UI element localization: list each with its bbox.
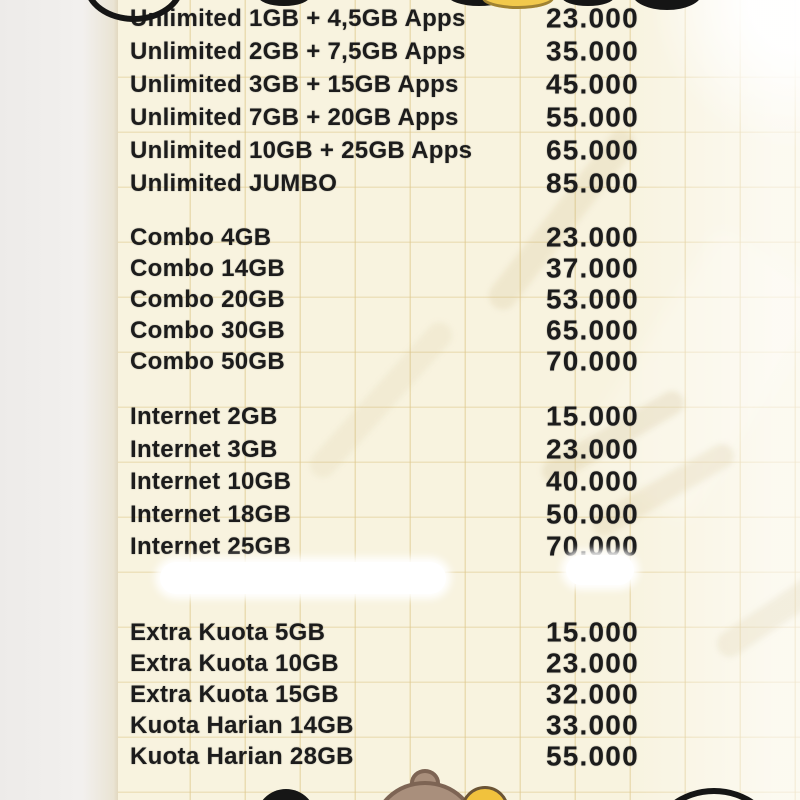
photo-left-margin (0, 0, 118, 800)
erased-row-left-blob (160, 562, 446, 594)
plan-price: 45.000 (546, 67, 639, 99)
plan-label: Kuota Harian 14GB (130, 712, 354, 739)
plan-row: Internet 3GB 23.000 (0, 433, 800, 467)
plan-price: 15.000 (546, 400, 639, 432)
plan-row: Extra Kuota 15GB 32.000 (0, 678, 800, 711)
plan-label: Internet 18GB (130, 500, 292, 528)
plan-row: Combo 4GB 23.000 (0, 220, 800, 253)
plan-label: Unlimited 2GB + 7,5GB Apps (130, 37, 466, 65)
plan-row: Kuota Harian 14GB 33.000 (0, 709, 800, 742)
plan-label: Unlimited JUMBO (130, 169, 338, 197)
cropped-yellow-shape-top (482, 0, 554, 9)
plan-label: Internet 3GB (130, 435, 278, 463)
plan-row: Extra Kuota 10GB 23.000 (0, 647, 800, 680)
plan-label: Combo 4GB (130, 223, 272, 251)
plan-label: Internet 2GB (130, 403, 278, 431)
plan-price: 70.000 (546, 344, 639, 376)
plan-price: 23.000 (546, 220, 639, 252)
section-combo-packages: Combo 4GB 23.000 Combo 14GB 37.000 Combo 20G… (0, 220, 800, 377)
plan-price: 32.000 (546, 678, 639, 710)
erased-row-right-blob (566, 555, 634, 585)
plan-label: Combo 14GB (130, 254, 286, 282)
plan-price: 23.000 (546, 647, 639, 679)
section-extra-kuota-packages: Extra Kuota 5GB 15.000 Extra Kuota 10GB 23.… (0, 616, 800, 773)
plan-price: 40.000 (546, 465, 639, 497)
section-internet-packages: Internet 2GB 15.000 Internet 3GB 23.000 Inte… (0, 401, 800, 564)
plan-label: Combo 30GB (130, 316, 286, 344)
plan-row: Unlimited 1GB + 4,5GB Apps 23.000 (0, 2, 800, 35)
plan-row: Unlimited 2GB + 7,5GB Apps 35.000 (0, 35, 800, 68)
plan-price: 15.000 (546, 616, 639, 648)
cropped-black-shape-top (562, 0, 614, 6)
plan-label: Unlimited 1GB + 4,5GB Apps (130, 4, 466, 32)
plan-row: Combo 14GB 37.000 (0, 251, 800, 284)
plan-row: Combo 30GB 65.000 (0, 313, 800, 346)
plan-row: Internet 2GB 15.000 (0, 401, 800, 434)
plan-row: Internet 25GB 70.000 (0, 531, 800, 564)
plan-label: Kuota Harian 28GB (130, 743, 354, 770)
cropped-black-circle-bottom (256, 789, 316, 800)
plan-price: 35.000 (546, 34, 639, 66)
plan-row: Internet 18GB 50.000 (0, 498, 800, 532)
plan-label: Internet 10GB (130, 468, 292, 496)
cropped-black-shape-top (448, 0, 510, 6)
plan-row: Combo 20GB 53.000 (0, 282, 800, 315)
cropped-black-shape-top (258, 0, 310, 6)
plan-price: 55.000 (546, 100, 639, 132)
plan-price: 23.000 (546, 433, 639, 465)
plan-label: Extra Kuota 5GB (130, 619, 326, 646)
plan-row: Unlimited 10GB + 25GB Apps 65.000 (0, 134, 800, 167)
plan-row: Unlimited JUMBO 85.000 (0, 167, 800, 200)
plan-label: Combo 20GB (130, 285, 286, 313)
plan-row: Unlimited 7GB + 20GB Apps 55.000 (0, 101, 800, 134)
plan-price: 33.000 (546, 709, 639, 741)
plan-price: 85.000 (546, 166, 639, 198)
plan-row: Kuota Harian 28GB 55.000 (0, 740, 800, 773)
plan-price: 65.000 (546, 313, 639, 345)
grid-paper-background (118, 0, 800, 800)
plan-row: Unlimited 3GB + 15GB Apps 45.000 (0, 68, 800, 101)
plan-label: Combo 50GB (130, 347, 286, 375)
plan-price: 53.000 (546, 282, 639, 314)
plan-label: Extra Kuota 10GB (130, 650, 339, 677)
plan-label: Unlimited 10GB + 25GB Apps (130, 136, 473, 164)
plan-label: Unlimited 7GB + 20GB Apps (130, 103, 459, 131)
plan-price: 50.000 (546, 498, 639, 530)
section-unlimited-packages: Unlimited 1GB + 4,5GB Apps 23.000 Unlimite… (0, 2, 800, 200)
plan-row: Internet 10GB 40.000 (0, 466, 800, 499)
plan-price: 55.000 (546, 740, 639, 772)
plan-price: 65.000 (546, 133, 639, 165)
plan-label: Internet 25GB (130, 533, 292, 561)
plan-row: Combo 50GB 70.000 (0, 344, 800, 377)
price-list: Unlimited 1GB + 4,5GB Apps 23.000 Unlimite… (0, 2, 800, 773)
plan-price: 23.000 (546, 1, 639, 33)
plan-label: Unlimited 3GB + 15GB Apps (130, 70, 459, 98)
plan-label: Extra Kuota 15GB (130, 681, 339, 708)
cropped-black-shape-top-right (632, 0, 702, 10)
plan-row: Extra Kuota 5GB 15.000 (0, 616, 800, 649)
plan-price: 37.000 (546, 251, 639, 283)
